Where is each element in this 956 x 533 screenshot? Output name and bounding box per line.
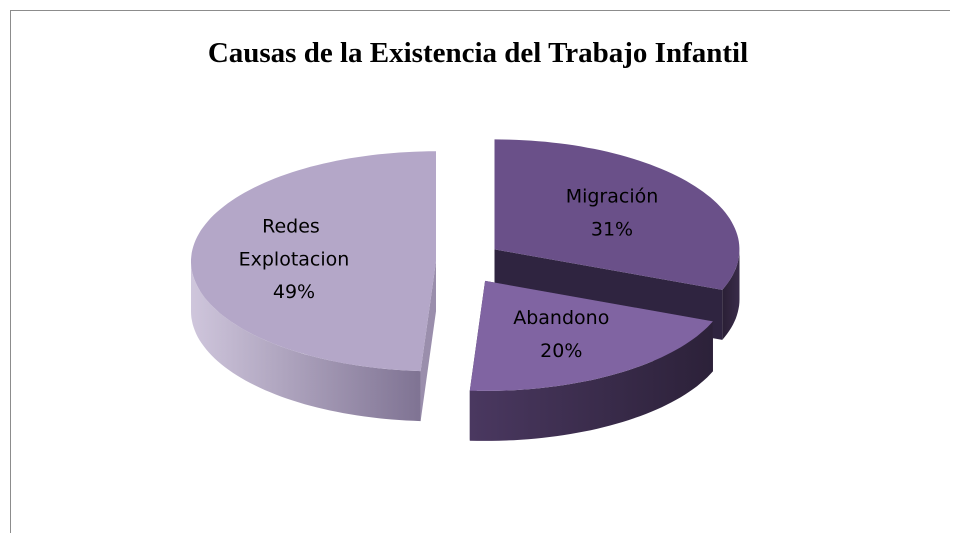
label-line: Redes bbox=[262, 215, 326, 237]
pie-slice bbox=[191, 151, 436, 422]
slice-wall bbox=[420, 261, 436, 422]
value-label: 20% bbox=[540, 340, 582, 362]
slice-top bbox=[191, 151, 436, 372]
frame bbox=[10, 10, 950, 533]
slice-label: Abandono bbox=[513, 307, 609, 329]
slice-top bbox=[469, 280, 713, 391]
slice-label: Migración bbox=[566, 186, 659, 208]
slice-side bbox=[191, 261, 421, 422]
slice-side bbox=[722, 249, 740, 340]
chart-title: Causas de la Existencia del Trabajo Infa… bbox=[208, 37, 748, 69]
slice-top bbox=[494, 139, 740, 290]
value-label: 31% bbox=[591, 219, 633, 241]
slice-side bbox=[469, 321, 713, 441]
value-label: 49% bbox=[273, 281, 315, 303]
pie-slice bbox=[469, 280, 713, 441]
label-line: Explotacion bbox=[239, 248, 350, 270]
slice-label: Redes Explotacion bbox=[239, 215, 350, 270]
